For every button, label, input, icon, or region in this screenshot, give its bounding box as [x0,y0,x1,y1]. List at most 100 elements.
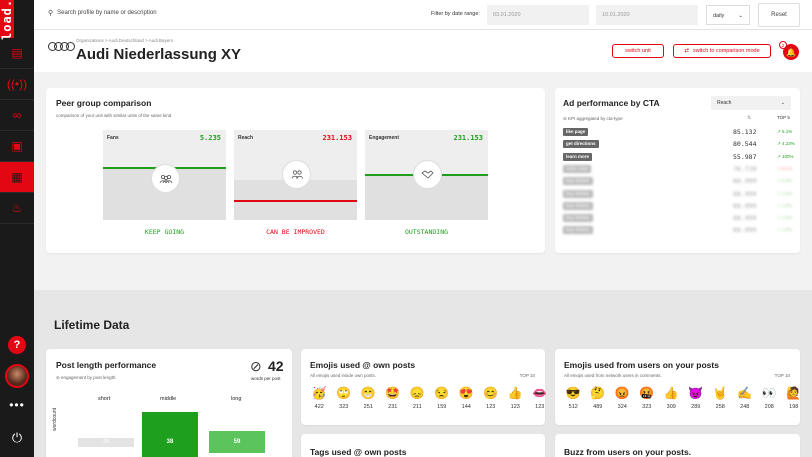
cta-value: 68.999 [733,214,757,223]
emoji-glyph: 👍 [507,386,523,400]
cta-row[interactable]: buy tickets 68.999 ↗ 1.0% [563,176,799,188]
emoji-item: 🤘 258 [708,385,733,410]
emoji-item: 👍 123 [503,385,528,410]
emoji-count: 123 [535,404,545,410]
cta-value: 85.132 [733,128,757,136]
cta-change: ↗ 8.1% [777,165,793,171]
logout-icon[interactable]: ⏻ [11,430,23,445]
emoji-count: 422 [314,404,324,410]
interval-select[interactable]: daily ⌄ [706,5,750,25]
cta-row[interactable]: like page 85.132 ↗ 5.1% [563,127,799,139]
nav-analytics[interactable]: ▤ [0,38,34,69]
chart-icon: ▤ [11,46,23,60]
nav-trending[interactable]: ♨ [0,193,34,224]
nav-media[interactable]: ▦ [0,162,34,193]
peer-group-subtitle: comparison of your unit with similar uni… [56,113,172,118]
peer-group-card: Peer group comparison comparison of your… [46,88,545,253]
nav-shop[interactable]: ▣ [0,131,34,162]
short-label: short [98,396,111,402]
emoji-item: 😎 512 [561,385,586,410]
cta-change: ↗ 1.0% [777,215,793,221]
emoji-glyph: 😊 [483,386,499,400]
avatar[interactable] [5,364,29,388]
breadcrumb[interactable]: Organizations > Audi Deutschland > Audi … [76,38,174,43]
emoji-item: 😡 324 [610,385,635,410]
engagement-verdict: OUTSTANDING [404,228,449,236]
comparison-mode-button[interactable]: ⇄ switch to comparison mode [673,44,771,58]
reach-label: Reach [238,135,254,141]
emoji-count: 231 [388,404,398,410]
emoji-glyph: 😎 [565,386,581,400]
emoji-glyph: 😡 [614,386,630,400]
post-length-subtitle: ⊘ engagement by post length [56,375,116,380]
switch-unit-button[interactable]: switch unit [612,44,664,58]
emoji-count: 309 [666,404,676,410]
reach-panel[interactable]: Reach 231.153 [234,130,357,220]
emoji-glyph: 😒 [434,386,450,400]
cta-change: ↗ 1.0% [777,202,793,208]
cta-tag: order now [563,164,591,173]
cta-value: 80.544 [733,140,757,149]
notification-bell-icon[interactable]: 🔔 [783,44,799,60]
emoji-count: 258 [715,404,725,410]
cta-row[interactable]: get directions 80.544 ↗ 4.23% [563,139,799,151]
search-input[interactable]: ⚲ Search profile by name or description [48,9,157,17]
short-bar[interactable]: 28 [78,438,134,447]
post-length-title: Post length performance [56,360,157,370]
cta-tag: buy tickets [563,226,593,235]
emoji-glyph: 😍 [458,386,474,400]
emoji-item: 🙋 198 [782,385,807,410]
metric-select[interactable]: Reach ⌄ [711,96,791,110]
sort-icon[interactable]: ⇅ [747,115,752,121]
engagement-value: 231.153 [453,134,483,142]
cta-row[interactable]: buy tickets 68.999 ↗ 1.0% [563,225,799,237]
chevron-down-icon: ⌄ [738,13,743,19]
nav-links[interactable]: ∞ [0,100,34,131]
signal-icon: ((•)) [6,77,28,91]
reset-button[interactable]: Reset [758,3,800,27]
more-icon[interactable]: ••• [9,398,25,412]
long-value: 59 [233,439,241,445]
avg-words-value: 42 [268,358,284,374]
reach-value: 231.153 [322,134,352,142]
emoji-count: 289 [691,404,701,410]
emojis-own-title: Emojis used @ own posts [310,360,416,370]
cta-row[interactable]: buy tickets 68.999 ↗ 1.0% [563,213,799,225]
help-icon[interactable]: ? [8,336,26,354]
middle-bar[interactable]: 38 [142,412,198,457]
emoji-count: 159 [437,404,447,410]
top5-header: TOP 5 [777,115,790,120]
emoji-item: 😊 123 [479,385,504,410]
date-to-input[interactable]: 10.01.2020 [596,5,698,25]
cta-change-value: 1.0% [782,190,793,196]
emoji-item: 👀 208 [757,385,782,410]
emoji-glyph: 🥳 [311,386,327,400]
brand-logo[interactable]: load. [0,0,14,40]
emoji-glyph: 🙄 [336,386,352,400]
cta-change: ↗ 4.23% [777,141,795,147]
cta-row[interactable]: learn more 55.987 ↗ 100% [563,152,799,164]
emoji-glyph: 🤔 [590,386,606,400]
cta-value: 68.999 [733,201,757,210]
emoji-item: 🤩 231 [381,385,406,410]
emoji-count: 489 [593,404,603,410]
emojis-own-list: 🥳 422 🙄 323 😁 251 🤩 231 😞 211 😒 159 😍 144 😊 123 👍 123 👄 123 [307,385,552,410]
people-icon [282,160,311,189]
emoji-glyph: 😁 [360,386,376,400]
long-label: long [231,396,242,402]
date-from-input[interactable]: 03.01.2020 [487,5,589,25]
comparison-label: switch to comparison mode [692,48,760,54]
cta-row[interactable]: buy tickets 68.999 ↗ 1.0% [563,201,799,213]
cta-row[interactable]: order now 76.720 ↗ 8.1% [563,164,799,176]
cta-tag: buy tickets [563,177,593,186]
middle-label: middle [160,396,177,402]
fans-panel[interactable]: Fans 5.235 [103,130,226,220]
fans-value: 5.235 [199,134,221,142]
emoji-glyph: 🤬 [639,386,655,400]
long-bar[interactable]: 59 [209,431,265,453]
engagement-panel[interactable]: Engagement 231.153 [365,130,488,220]
nav-signals[interactable]: ((•)) [0,69,34,100]
cta-change-value: 1.0% [782,202,793,208]
metric-select-value: Reach [717,100,732,106]
cta-row[interactable]: buy tickets 68.999 ↗ 1.0% [563,189,799,201]
